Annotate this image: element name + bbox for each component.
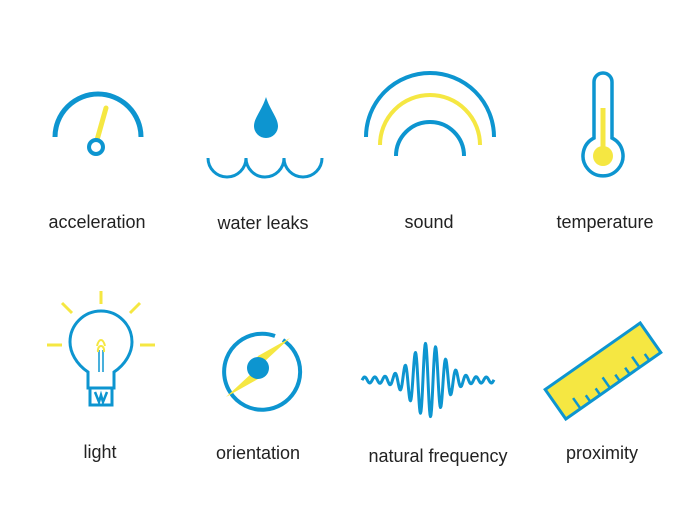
label-natural-frequency: natural frequency xyxy=(368,446,508,466)
label-temperature: temperature xyxy=(556,212,654,232)
label-water-leaks: water leaks xyxy=(217,213,309,233)
label-proximity: proximity xyxy=(565,443,638,463)
label-light: light xyxy=(83,442,117,462)
label-orientation: orientation xyxy=(215,443,301,463)
label-sound: sound xyxy=(404,212,454,232)
label-acceleration: acceleration xyxy=(48,212,146,232)
